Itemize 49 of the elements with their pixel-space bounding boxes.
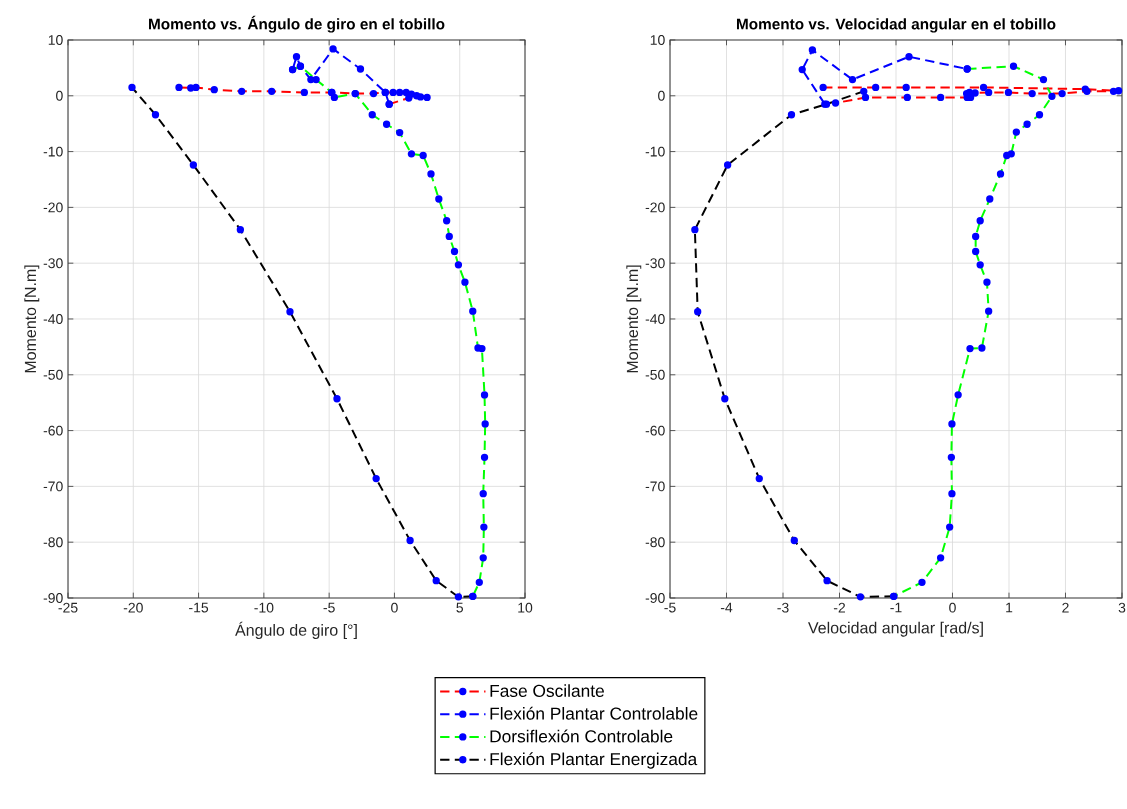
- y-tick-label: -20: [43, 202, 63, 213]
- y-axis-title: Momento [N.m]: [24, 265, 40, 373]
- y-tick-label: -30: [645, 258, 665, 269]
- y-tick-label: 0: [56, 90, 63, 101]
- y-tick-label: -70: [43, 481, 63, 492]
- x-tick-label: -2: [833, 602, 846, 613]
- y-axis-title: Momento [N.m]: [626, 265, 642, 373]
- chart-title: Momento vs. Velocidad angular en el tobillo: [736, 18, 1056, 33]
- y-tick-label: -90: [645, 593, 665, 603]
- y-tick-label: -80: [645, 537, 665, 548]
- x-tick-label: -4: [720, 602, 733, 613]
- y-tick-label: -90: [43, 593, 63, 603]
- y-tick-label: -40: [645, 314, 665, 324]
- y-tick-label: 10: [48, 35, 63, 45]
- x-tick-label: -10: [254, 602, 274, 613]
- y-tick-label: -20: [645, 202, 665, 213]
- x-tick-label: -5: [664, 602, 676, 613]
- y-tick-label: 0: [658, 90, 665, 101]
- legend-label: Flexión Plantar Energizada: [490, 752, 698, 769]
- y-tick-label: -60: [43, 425, 63, 436]
- x-tick-label: -3: [777, 602, 789, 613]
- x-tick-label: -25: [58, 602, 78, 613]
- x-tick-label: 0: [391, 602, 398, 613]
- y-tick-label: 10: [650, 35, 665, 45]
- legend-label: Flexión Plantar Controlable: [490, 706, 698, 720]
- x-tick-label: 3: [1118, 602, 1126, 613]
- x-tick-label: -20: [123, 602, 143, 613]
- chart-title: Momento vs. Ángulo de giro en el tobillo: [149, 15, 445, 33]
- x-tick-label: 10: [518, 602, 533, 613]
- legend-label: Fase Oscilante: [490, 684, 604, 697]
- x-tick-label: 1: [1006, 602, 1013, 613]
- x-tick-label: -5: [323, 602, 335, 613]
- x-tick-label: -1: [890, 602, 902, 613]
- y-tick-label: -10: [43, 146, 63, 157]
- x-tick-label: 5: [456, 602, 464, 613]
- x-axis-title: Velocidad angular [rad/s]: [808, 621, 983, 637]
- x-tick-label: 0: [949, 602, 956, 613]
- y-tick-label: -70: [645, 481, 665, 492]
- x-tick-label: 2: [1062, 602, 1069, 613]
- y-tick-label: -50: [645, 369, 665, 380]
- x-axis-title: Ángulo de giro [°]: [235, 621, 357, 639]
- legend-label: Dorsiflexión Controlable: [490, 729, 673, 743]
- y-tick-label: -50: [43, 369, 63, 380]
- y-tick-label: -60: [645, 425, 665, 436]
- y-tick-label: -40: [43, 314, 63, 324]
- x-tick-label: -15: [189, 602, 209, 613]
- y-tick-label: -30: [43, 258, 63, 269]
- y-tick-label: -80: [43, 537, 63, 548]
- y-tick-label: -10: [645, 146, 665, 157]
